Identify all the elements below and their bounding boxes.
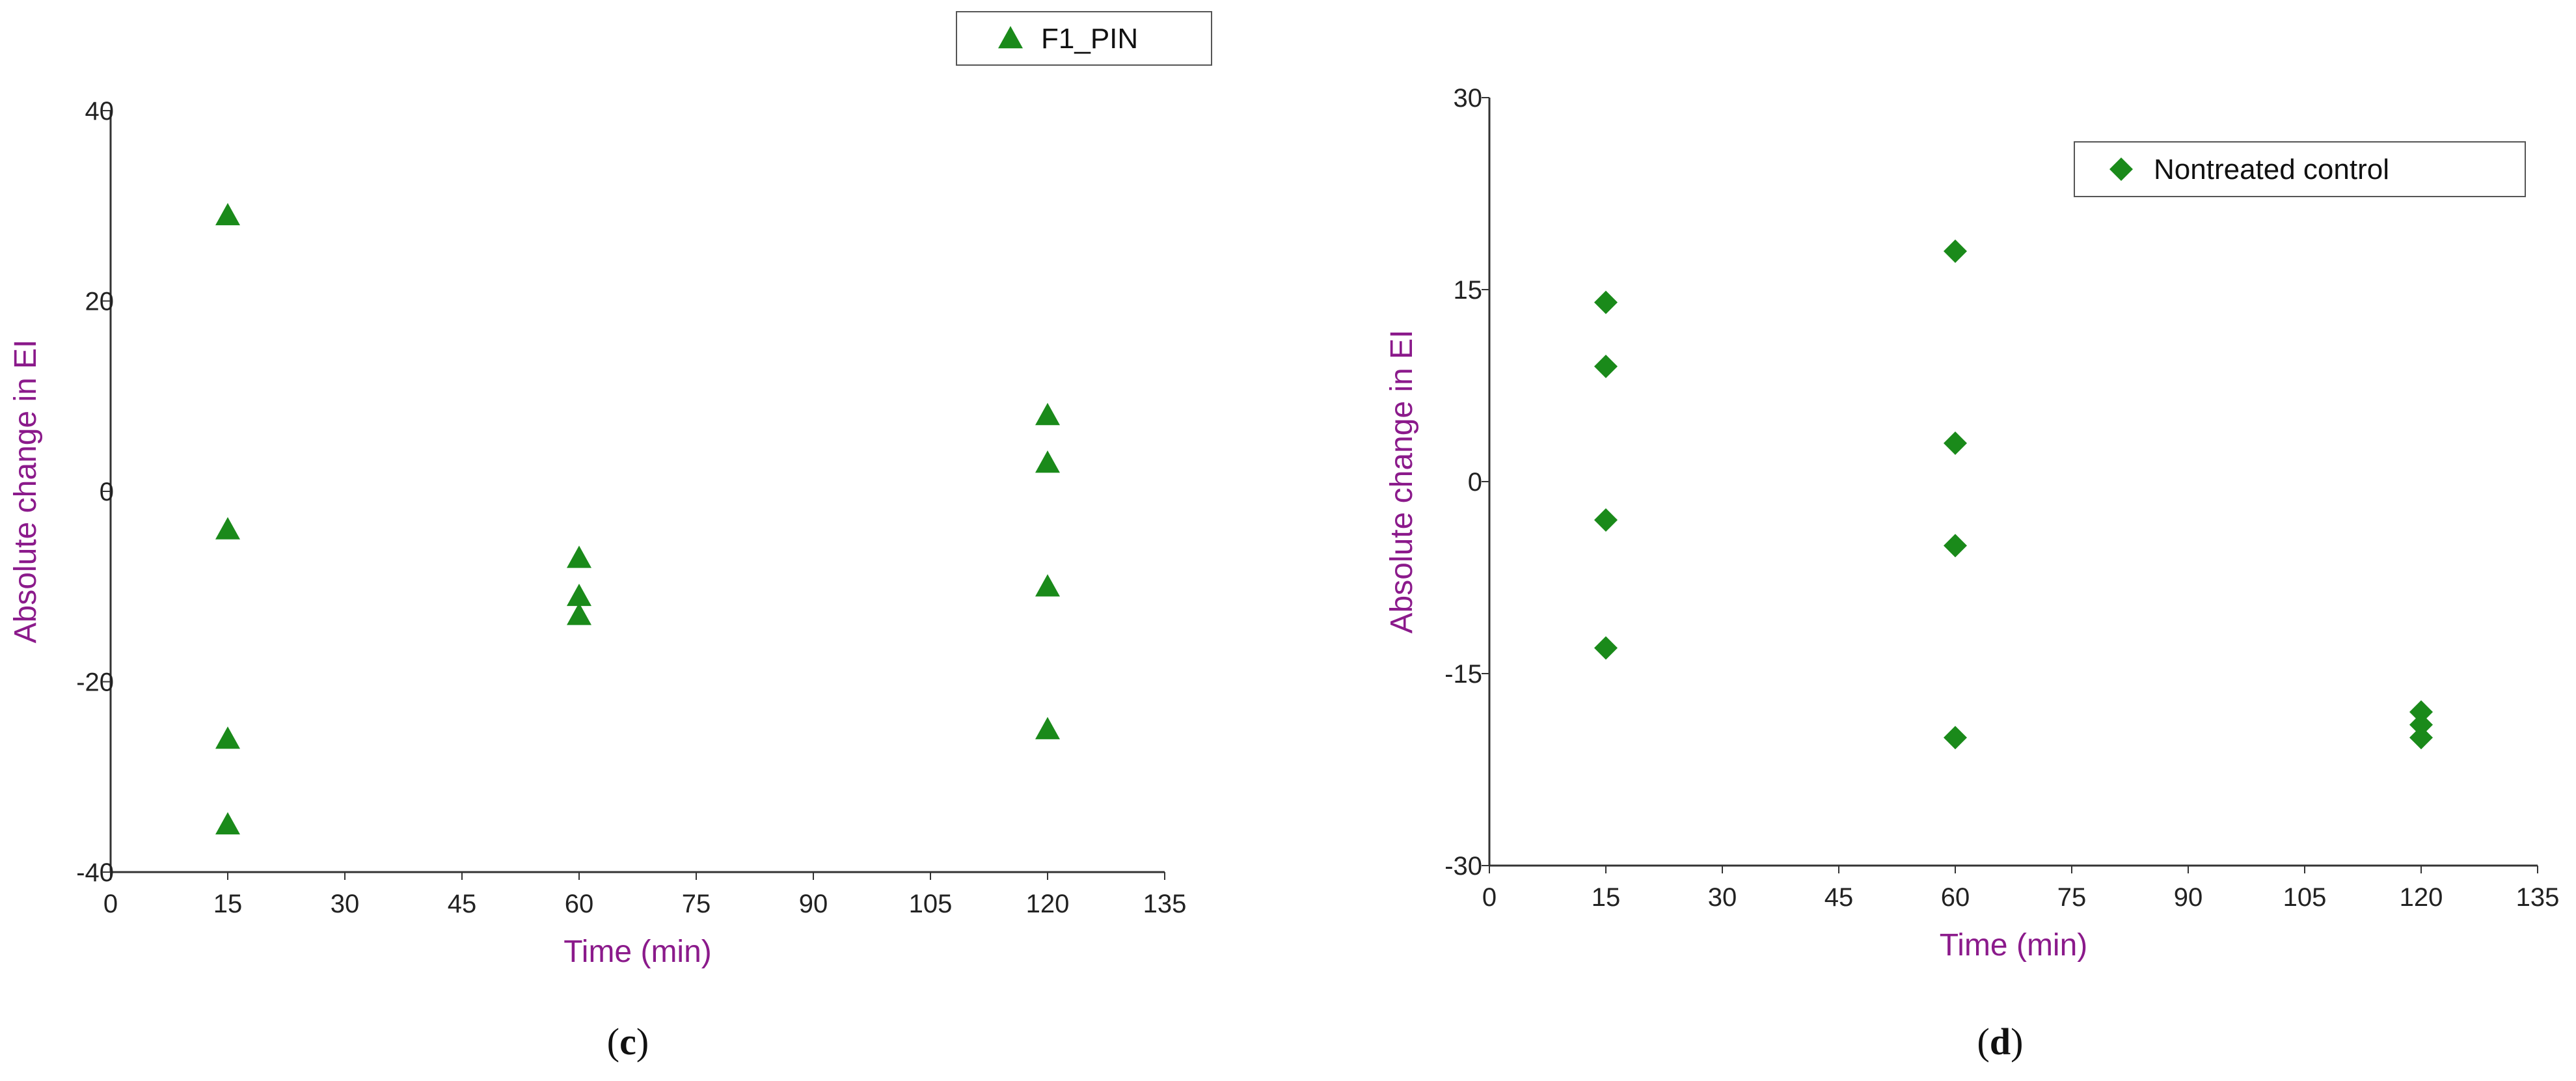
- data-point: [1035, 403, 1060, 426]
- y-tick-label: -40: [76, 858, 114, 887]
- x-tick-label: 120: [1026, 890, 1070, 918]
- data-point: [1594, 508, 1618, 532]
- x-axis-title: Time (min): [563, 935, 712, 969]
- data-point: [215, 517, 240, 540]
- x-tick-label: 135: [1143, 890, 1187, 918]
- y-tick-label: 20: [85, 288, 115, 316]
- legend-box: [956, 11, 1212, 66]
- x-tick-label: 45: [1824, 883, 1854, 912]
- x-tick-label: 75: [2057, 883, 2087, 912]
- x-tick-label: 30: [331, 890, 360, 918]
- x-tick-label: 45: [448, 890, 477, 918]
- x-axis-title: Time (min): [1940, 928, 2088, 963]
- data-point: [1944, 726, 1967, 750]
- y-tick-label: -20: [76, 668, 114, 697]
- x-tick-label: 60: [1941, 883, 1970, 912]
- data-point: [2409, 713, 2433, 737]
- data-point: [1944, 431, 1967, 455]
- data-point: [1594, 290, 1618, 314]
- y-axis-title: Absolute change in EI: [1385, 330, 1419, 634]
- legend-marker: [998, 26, 1023, 49]
- y-tick-label: 0: [1468, 468, 1482, 497]
- data-point: [1594, 636, 1618, 660]
- x-tick-label: 90: [2174, 883, 2203, 912]
- y-tick-label: -30: [1444, 852, 1482, 881]
- x-tick-label: 120: [2400, 883, 2443, 912]
- data-point: [2409, 700, 2433, 724]
- x-tick-label: 75: [682, 890, 711, 918]
- x-tick-label: 15: [1592, 883, 1621, 912]
- y-axis-title: Absolute change in EI: [8, 340, 43, 644]
- x-tick-label: 30: [1708, 883, 1737, 912]
- x-tick-label: 135: [2516, 883, 2560, 912]
- chart-panel-d: 0 15 30 45 60 75 90 105 120 135 -30 -15 0 15 30 Time (m…: [1385, 84, 2559, 1063]
- panel-caption: (d): [1977, 1020, 2024, 1063]
- y-tick-label: 40: [85, 97, 115, 126]
- legend-label: Nontreated control: [2154, 154, 2389, 185]
- chart-panel-c: 0 15 30 45 60 75 90 105 120 135 -40 -20 0 20 40 Time (m…: [8, 11, 1212, 1063]
- data-point: [567, 545, 591, 568]
- data-point: [215, 726, 240, 749]
- data-point: [215, 202, 240, 226]
- x-tick-label: 90: [799, 890, 828, 918]
- data-point: [567, 583, 591, 607]
- x-tick-label: 105: [909, 890, 953, 918]
- data-point: [1944, 534, 1967, 558]
- y-tick-label: 30: [1454, 84, 1483, 113]
- x-tick-label: 105: [2283, 883, 2327, 912]
- data-point: [215, 812, 240, 835]
- y-tick-label: -15: [1444, 660, 1482, 689]
- legend-marker: [2109, 157, 2133, 181]
- x-tick-label: 0: [103, 890, 118, 918]
- panel-caption: (c): [607, 1020, 649, 1063]
- data-point: [2409, 726, 2433, 750]
- y-tick-label: 0: [100, 478, 114, 506]
- data-point: [567, 603, 591, 625]
- x-tick-label: 15: [213, 890, 243, 918]
- x-tick-label: 0: [1482, 883, 1497, 912]
- data-point: [1594, 355, 1618, 378]
- y-tick-label: 15: [1454, 276, 1483, 305]
- data-point: [1035, 717, 1060, 739]
- legend-box: [2074, 141, 2526, 197]
- data-point: [1035, 574, 1060, 597]
- x-tick-label: 60: [565, 890, 594, 918]
- legend-label: F1_PIN: [1041, 23, 1138, 55]
- data-point: [1944, 239, 1967, 263]
- data-point: [1035, 450, 1060, 473]
